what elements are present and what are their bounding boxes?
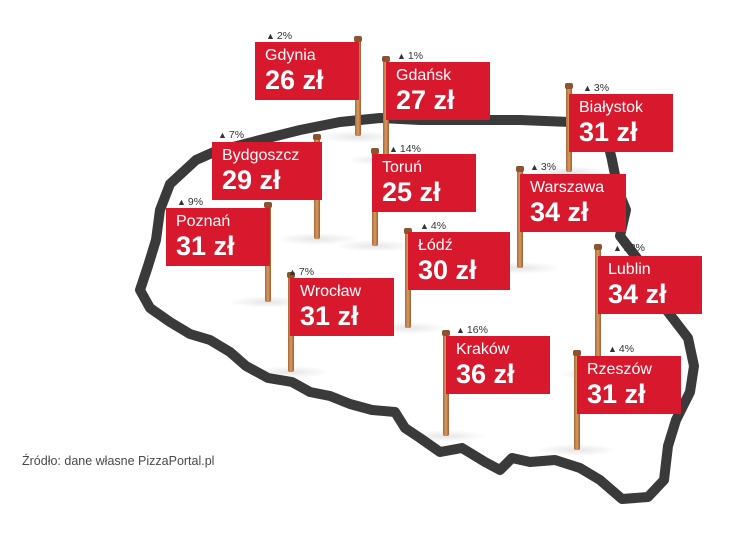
- price-value: 29 zł: [222, 165, 281, 195]
- price-value: 34 zł: [608, 279, 667, 309]
- change-label: ▲ 4%: [420, 220, 447, 232]
- city-name: Białystok: [579, 99, 644, 116]
- change-label: ▲ 16%: [456, 324, 488, 336]
- price-flag-gdynia: Gdynia 26 zł: [255, 42, 359, 100]
- price-value: 31 zł: [587, 379, 646, 409]
- price-flag-rzeszow: Rzeszów 31 zł: [577, 356, 681, 414]
- price-flag-gdansk: Gdańsk 27 zł: [386, 62, 490, 120]
- price-value: 31 zł: [300, 301, 359, 331]
- city-name: Łódź: [418, 237, 453, 254]
- price-value: 25 zł: [382, 177, 441, 207]
- change-label: ▲ 1%: [397, 50, 424, 62]
- price-flag-torun: Toruń 25 zł: [372, 154, 476, 212]
- price-flag-wroclaw: Wrocław 31 zł: [290, 278, 394, 336]
- price-flag-lublin: Lublin 34 zł: [598, 256, 702, 314]
- city-name: Warszawa: [530, 179, 605, 196]
- price-value: 27 zł: [396, 85, 455, 115]
- price-flag-bialystok: Białystok 31 zł: [569, 94, 673, 152]
- city-name: Wrocław: [300, 283, 362, 300]
- city-name: Toruń: [382, 159, 423, 176]
- price-value: 30 zł: [418, 255, 477, 285]
- price-flag-bydgoszcz: Bydgoszcz 29 zł: [212, 142, 322, 200]
- change-label: ▲ 23%: [613, 242, 645, 254]
- city-name: Rzeszów: [587, 361, 652, 378]
- price-value: 31 zł: [176, 231, 235, 261]
- change-label: ▲ 9%: [177, 196, 204, 208]
- change-label: ▲ 3%: [530, 161, 557, 173]
- price-value: 26 zł: [265, 65, 324, 95]
- city-name: Gdańsk: [396, 67, 452, 84]
- price-value: 36 zł: [456, 359, 515, 389]
- city-name: Gdynia: [265, 47, 316, 64]
- source-caption: Źródło: dane własne PizzaPortal.pl: [22, 454, 215, 468]
- price-value: 31 zł: [579, 117, 638, 147]
- change-label: ▲ 7%: [288, 266, 315, 278]
- price-value: 34 zł: [530, 197, 589, 227]
- city-name: Lublin: [608, 261, 651, 278]
- change-label: ▲ 7%: [218, 129, 245, 141]
- change-label: ▲ 4%: [608, 343, 635, 355]
- change-label: ▲ 2%: [266, 30, 293, 42]
- price-flag-poznan: Poznań 31 zł: [166, 208, 270, 266]
- change-label: ▲ 14%: [389, 143, 421, 155]
- city-name: Bydgoszcz: [222, 147, 300, 164]
- price-flag-warszawa: Warszawa 34 zł: [520, 174, 626, 232]
- city-name: Poznań: [176, 213, 231, 230]
- change-label: ▲ 3%: [583, 82, 610, 94]
- city-name: Kraków: [456, 341, 510, 358]
- price-flag-krakow: Kraków 36 zł: [446, 336, 550, 394]
- price-flag-lodz: Łódź 30 zł: [408, 232, 510, 290]
